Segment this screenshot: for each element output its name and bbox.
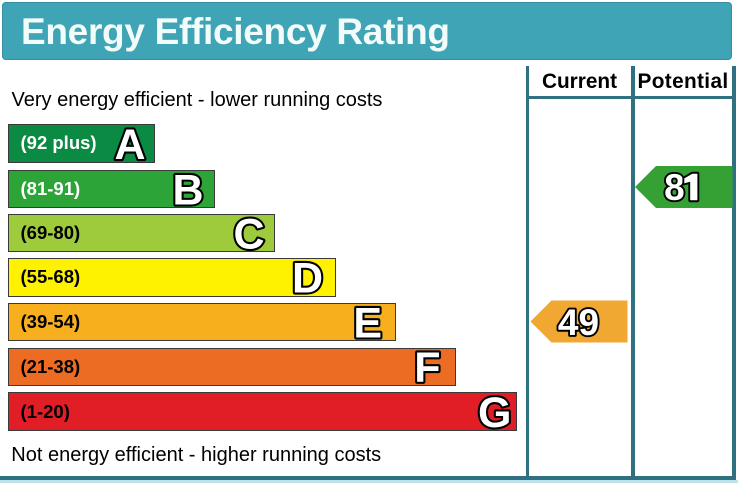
svg-text:B: B [172, 167, 203, 215]
svg-text:49: 49 [558, 302, 599, 343]
svg-text:C: C [233, 210, 264, 258]
svg-text:D: D [292, 254, 323, 302]
svg-text:8: 8 [664, 167, 685, 208]
svg-text:G: G [478, 389, 511, 437]
svg-text:A: A [114, 121, 145, 169]
svg-text:F: F [414, 344, 440, 392]
svg-text:E: E [353, 299, 382, 347]
